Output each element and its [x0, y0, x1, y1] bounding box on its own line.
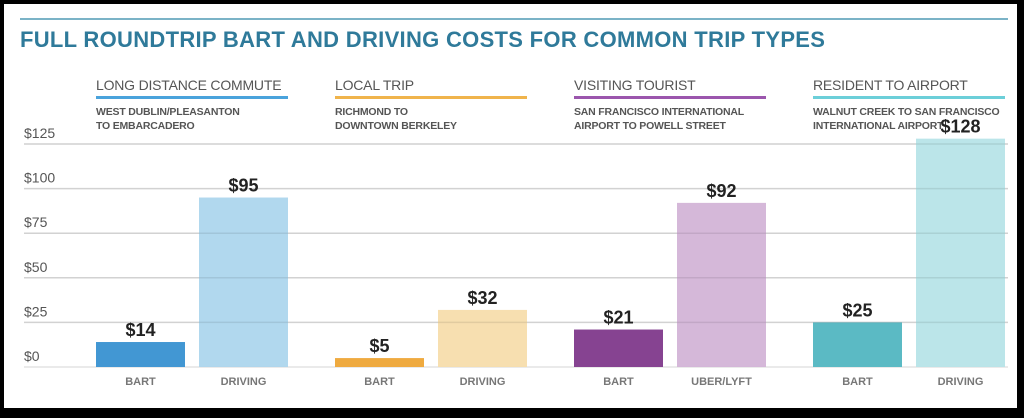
- bar-value-label: $95: [228, 176, 258, 196]
- y-tick-label: $125: [24, 125, 55, 141]
- x-category-label: DRIVING: [938, 376, 984, 388]
- bar-uber-lyft: [677, 202, 766, 367]
- bars: [24, 138, 1008, 367]
- group-accent-line: [574, 96, 766, 99]
- x-category-label: DRIVING: [221, 376, 267, 388]
- y-tick-label: $25: [24, 303, 48, 319]
- group-header-resident-to-airport: RESIDENT TO AIRPORT WALNUT CREEK TO SAN …: [813, 77, 1005, 133]
- bar-value-label: $25: [842, 300, 872, 320]
- x-category-label: DRIVING: [460, 376, 506, 388]
- group-header-long-distance-commute: LONG DISTANCE COMMUTE WEST DUBLIN/PLEASA…: [96, 77, 288, 133]
- group-name: LOCAL TRIP: [335, 77, 414, 93]
- group-accent-line: [96, 96, 288, 99]
- bar-value-label: $32: [467, 288, 497, 308]
- bar-driving: [438, 309, 527, 367]
- x-category-label: BART: [603, 376, 634, 388]
- group-subtitle: WALNUT CREEK TO SAN FRANCISCO INTERNATIO…: [813, 106, 1000, 132]
- y-tick-label: $50: [24, 259, 48, 275]
- x-category-label: BART: [364, 376, 395, 388]
- bar-bart: [96, 342, 185, 367]
- group-header-local-trip: LOCAL TRIP RICHMOND TO DOWNTOWN BERKELEY: [335, 77, 527, 133]
- bar-driving: [916, 138, 1005, 367]
- x-category-label: BART: [842, 376, 873, 388]
- group-accent-line: [335, 96, 527, 99]
- bar-value-label: $128: [940, 117, 980, 137]
- group-subtitle: SAN FRANCISCO INTERNATIONAL AIRPORT TO P…: [574, 106, 744, 132]
- top-rule: [20, 18, 1008, 20]
- bar-bart: [335, 358, 424, 367]
- y-axis-ticks: $0 $25 $50 $75 $100 $125: [24, 125, 55, 364]
- x-category-label: UBER/LYFT: [691, 376, 752, 388]
- bar-value-label: $21: [603, 308, 633, 328]
- group-subtitle: WEST DUBLIN/PLEASANTON TO EMBARCADERO: [96, 106, 240, 132]
- bar-value-label: $5: [369, 336, 389, 356]
- bar-bart: [813, 322, 902, 367]
- bar-bart: [574, 329, 663, 367]
- group-name: RESIDENT TO AIRPORT: [813, 77, 968, 93]
- bar-value-label: $92: [706, 181, 736, 201]
- category-labels: BART DRIVING BART DRIVING BART UBER/LYFT BART D…: [125, 376, 983, 388]
- bar-driving: [199, 197, 288, 367]
- bar-value-labels: $14 $95 $5 $32 $21 $92 $25 $128: [125, 117, 980, 356]
- y-tick-label: $100: [24, 170, 55, 186]
- y-tick-label: $75: [24, 214, 48, 230]
- bottom-frame: [0, 410, 1024, 418]
- group-name: LONG DISTANCE COMMUTE: [96, 77, 282, 93]
- group-name: VISITING TOURIST: [574, 77, 696, 93]
- chart-title: FULL ROUNDTRIP BART AND DRIVING COSTS FO…: [20, 27, 826, 52]
- gridlines: [24, 143, 1008, 368]
- group-accent-line: [813, 96, 1005, 99]
- x-category-label: BART: [125, 376, 156, 388]
- bar-value-label: $14: [125, 320, 155, 340]
- y-tick-label: $0: [24, 348, 40, 364]
- group-header-visiting-tourist: VISITING TOURIST SAN FRANCISCO INTERNATI…: [574, 77, 766, 133]
- group-subtitle: RICHMOND TO DOWNTOWN BERKELEY: [335, 106, 457, 132]
